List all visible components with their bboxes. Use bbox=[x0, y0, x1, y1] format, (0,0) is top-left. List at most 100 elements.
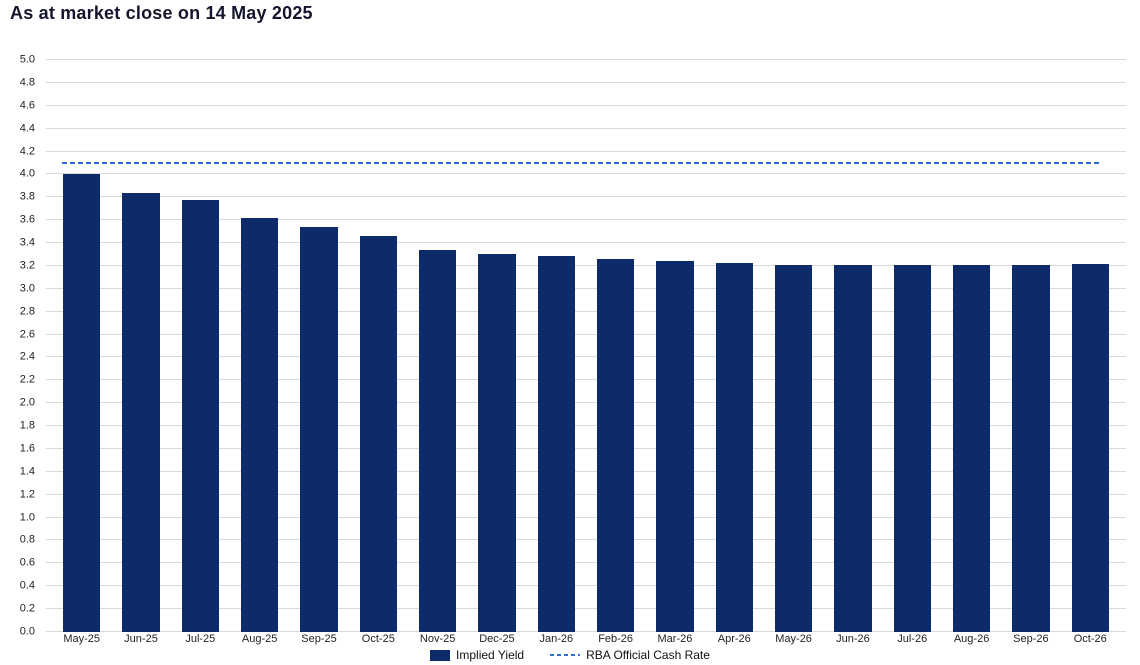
y-axis-tick-label: 4.0 bbox=[19, 167, 35, 180]
bar-mar-26 bbox=[656, 261, 694, 632]
bar-slot bbox=[408, 60, 467, 632]
x-axis-tick-label: Jan-26 bbox=[539, 633, 574, 645]
bar-nov-25 bbox=[418, 249, 457, 632]
legend-label-cash-rate: RBA Official Cash Rate bbox=[586, 648, 710, 662]
bar-slot bbox=[171, 60, 230, 632]
bar-slot bbox=[1061, 60, 1120, 632]
legend-item-implied-yield: Implied Yield bbox=[430, 648, 524, 662]
y-axis: 0.0 0.2 0.4 0.6 0.8 1.0 1.2 1.4 1.6 1.8 2.0 2.2 2.4 2… bbox=[0, 54, 40, 637]
bar-sep-25 bbox=[300, 227, 338, 632]
x-axis-tick-label: Oct-26 bbox=[1073, 633, 1107, 645]
bar-feb-26 bbox=[596, 259, 635, 632]
y-axis-tick-label: 3.4 bbox=[19, 236, 35, 249]
bar-slot bbox=[586, 60, 645, 632]
y-axis-tick-label: 0.0 bbox=[19, 625, 35, 638]
x-axis-tick-label: Apr-26 bbox=[717, 633, 751, 645]
x-axis-tick-label: Mar-26 bbox=[657, 633, 693, 645]
bar-oct-25 bbox=[359, 236, 397, 632]
x-axis-tick-label: Dec-25 bbox=[479, 633, 515, 645]
bar-jul-26 bbox=[893, 264, 931, 632]
gridline bbox=[46, 493, 1126, 495]
bar-slot bbox=[645, 60, 704, 632]
bar-may-26 bbox=[774, 264, 813, 632]
implied-yield-swatch-icon bbox=[430, 649, 451, 661]
x-axis-tick-label: Jun-25 bbox=[124, 633, 158, 645]
x-axis-tick-label: Jul-25 bbox=[185, 633, 216, 645]
y-axis-tick-label: 3.8 bbox=[19, 190, 35, 203]
y-axis-tick-label: 4.2 bbox=[19, 145, 35, 158]
gridline bbox=[46, 402, 1126, 404]
x-axis-tick-label: May-25 bbox=[63, 633, 100, 645]
gridline bbox=[46, 562, 1126, 564]
y-axis-tick-label: 5.0 bbox=[19, 53, 35, 66]
y-axis-tick-label: 4.8 bbox=[19, 76, 35, 89]
legend: Implied Yield RBA Official Cash Rate bbox=[0, 647, 1140, 663]
bar-slot bbox=[111, 60, 170, 632]
bar-jul-25 bbox=[181, 199, 219, 632]
y-axis-tick-label: 1.6 bbox=[19, 442, 35, 455]
rba-cash-rate-line bbox=[62, 161, 1099, 164]
y-axis-tick-label: 1.2 bbox=[19, 488, 35, 501]
x-axis-tick-label: Aug-25 bbox=[241, 633, 278, 645]
gridline bbox=[46, 104, 1126, 106]
bar-oct-26 bbox=[1071, 263, 1109, 632]
x-axis-tick-label: Jun-26 bbox=[836, 633, 870, 645]
gridline bbox=[46, 59, 1126, 60]
bars bbox=[46, 60, 1126, 632]
y-axis-tick-label: 2.8 bbox=[19, 305, 35, 318]
bar-aug-26 bbox=[952, 264, 991, 632]
gridline bbox=[46, 631, 1126, 632]
x-axis-tick-label: Sep-25 bbox=[301, 633, 337, 645]
y-axis-tick-label: 4.6 bbox=[19, 99, 35, 112]
y-axis-tick-label: 1.0 bbox=[19, 511, 35, 524]
bar-slot bbox=[705, 60, 764, 632]
gridline bbox=[46, 585, 1126, 587]
gridline bbox=[46, 379, 1126, 381]
y-axis-tick-label: 0.4 bbox=[19, 579, 35, 592]
gridline bbox=[46, 447, 1126, 449]
gridline bbox=[46, 356, 1126, 358]
legend-item-cash-rate: RBA Official Cash Rate bbox=[550, 648, 710, 662]
legend-label-implied-yield: Implied Yield bbox=[456, 648, 525, 662]
bar-slot bbox=[764, 60, 823, 632]
plot-area bbox=[46, 59, 1126, 632]
bar-may-25 bbox=[62, 174, 101, 632]
gridline bbox=[46, 516, 1126, 518]
bar-slot bbox=[942, 60, 1001, 632]
bar-jun-25 bbox=[122, 192, 160, 632]
bar-jun-26 bbox=[834, 264, 872, 632]
x-axis-tick-label: May-26 bbox=[775, 633, 812, 645]
gridline bbox=[46, 539, 1126, 541]
gridline bbox=[46, 310, 1126, 312]
bar-slot bbox=[289, 60, 348, 632]
bar-slot bbox=[527, 60, 586, 632]
gridlines bbox=[46, 59, 1126, 632]
y-axis-tick-label: 0.2 bbox=[19, 602, 35, 615]
gridline bbox=[46, 150, 1126, 152]
bar-dec-25 bbox=[478, 254, 516, 632]
gridline bbox=[46, 287, 1126, 289]
x-axis-tick-label: Aug-26 bbox=[953, 633, 990, 645]
gridline bbox=[46, 425, 1126, 427]
y-axis-tick-label: 3.6 bbox=[19, 213, 35, 226]
y-axis-tick-label: 1.8 bbox=[19, 419, 35, 432]
y-axis-tick-label: 0.8 bbox=[19, 533, 35, 546]
bar-jan-26 bbox=[537, 255, 575, 632]
y-axis-tick-label: 4.4 bbox=[19, 122, 35, 135]
bar-slot bbox=[52, 60, 111, 632]
x-axis-tick-label: Oct-25 bbox=[361, 633, 395, 645]
bar-slot bbox=[883, 60, 942, 632]
gridline bbox=[46, 333, 1126, 335]
bar-slot bbox=[467, 60, 526, 632]
x-axis-tick-label: Feb-26 bbox=[598, 633, 634, 645]
y-axis-tick-label: 2.0 bbox=[19, 396, 35, 409]
x-axis-tick-label: Sep-26 bbox=[1013, 633, 1049, 645]
gridline bbox=[46, 196, 1126, 198]
bar-slot bbox=[349, 60, 408, 632]
bar-aug-25 bbox=[240, 217, 279, 632]
x-axis-tick-label: Jul-26 bbox=[897, 633, 928, 645]
bar-sep-26 bbox=[1012, 264, 1050, 632]
x-axis: May-25 Jun-25 Jul-25 Aug-25 Sep-25 Oct-25 Nov-… bbox=[46, 633, 1126, 647]
y-axis-tick-label: 0.6 bbox=[19, 556, 35, 569]
gridline bbox=[46, 264, 1126, 266]
